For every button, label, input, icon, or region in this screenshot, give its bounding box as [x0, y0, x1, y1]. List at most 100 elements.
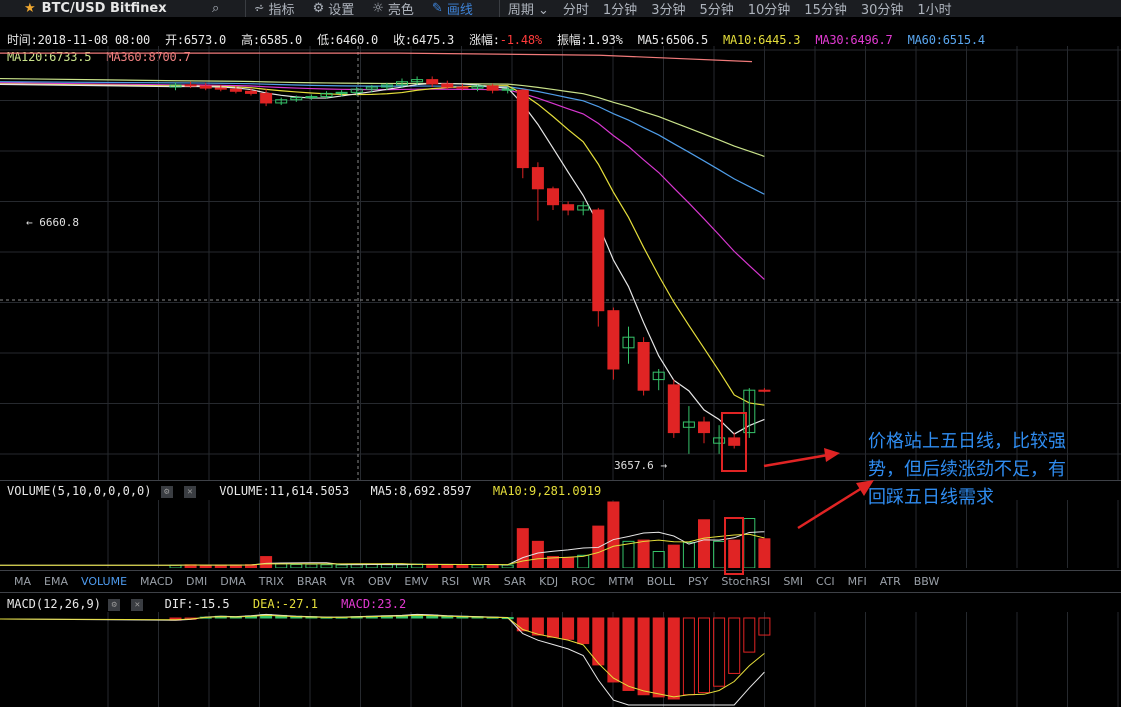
macd-histogram-bar [531, 617, 544, 636]
candle-body [320, 92, 333, 98]
macd-histogram-bar [682, 617, 695, 696]
candle-body [426, 79, 439, 85]
tab-ma[interactable]: MA [14, 575, 32, 588]
pane-divider[interactable] [0, 592, 1121, 593]
pane-divider[interactable] [0, 570, 1121, 571]
volume-bar [396, 564, 408, 568]
settings-button[interactable]: ⚙ 设置 [313, 0, 355, 17]
macd-histogram-bar [622, 617, 635, 691]
volume-chart[interactable] [0, 500, 1121, 568]
macd-histogram-bar [652, 617, 665, 698]
settings-label: 设置 [328, 3, 355, 17]
high-price-label: ← 6660.8 [26, 216, 79, 229]
tab-emv[interactable]: EMV [404, 575, 429, 588]
indicator-tabs: MA EMA VOLUME MACD DMI DMA TRIX BRAR VR OBV EMV RSI… [0, 572, 1121, 591]
candle-body [577, 205, 590, 211]
candle-body [652, 371, 665, 381]
tab-mfi[interactable]: MFI [847, 575, 867, 588]
volume-bar [698, 519, 710, 568]
volume-bar [471, 564, 484, 568]
candle-body [441, 83, 454, 88]
period-option[interactable]: 5分钟 [699, 3, 734, 17]
tab-stochrsi[interactable]: StochRSI [721, 575, 771, 588]
tab-boll[interactable]: BOLL [646, 575, 676, 588]
volume-bar [320, 564, 333, 568]
macd-title: MACD(12,26,9) [7, 597, 101, 611]
settings-icon[interactable]: ⚙ [108, 598, 121, 611]
candle-body [637, 342, 650, 391]
macd-chart[interactable] [0, 612, 1121, 707]
candle-body [547, 188, 559, 206]
macd-histogram-bar [728, 617, 741, 674]
candle-body [199, 85, 212, 89]
volume-bar [547, 556, 559, 568]
tab-mtm[interactable]: MTM [608, 575, 634, 588]
tab-trix[interactable]: TRIX [258, 575, 284, 588]
candle-body [411, 79, 424, 83]
period-option[interactable]: 30分钟 [860, 3, 904, 17]
period-option[interactable]: 1分钟 [602, 3, 638, 17]
period-option[interactable]: 1小时 [917, 3, 952, 17]
period-dropdown[interactable]: 周期 ⌄ [508, 0, 549, 17]
tab-smi[interactable]: SMI [783, 575, 804, 588]
draw-line-button[interactable]: ✎ 画线 [432, 0, 473, 17]
macd-histogram-bar [637, 617, 650, 696]
candle-body [275, 99, 288, 104]
volume-bar [275, 563, 288, 568]
close-icon[interactable]: ✕ [131, 598, 144, 611]
tab-rsi[interactable]: RSI [441, 575, 460, 588]
tab-obv[interactable]: OBV [368, 575, 392, 588]
tab-psy[interactable]: PSY [688, 575, 709, 588]
tab-macd[interactable]: MACD [140, 575, 174, 588]
star-icon[interactable]: ★ [24, 1, 36, 16]
annotation-text[interactable]: 价格站上五日线，比较强势，但后续涨劲不足，有回踩五日线需求 [868, 431, 1066, 508]
candle-body [486, 85, 499, 91]
indicator-button[interactable]: ⩫ 指标 [254, 0, 295, 17]
settings-icon[interactable]: ⚙ [160, 485, 173, 498]
tab-kdj[interactable]: KDJ [539, 575, 559, 588]
pane-divider[interactable] [0, 480, 1121, 481]
ohlc-info: 时间:2018-11-08 08:00 开:6573.0 高:6585.0 低:… [7, 31, 993, 48]
change-value: -1.48% [499, 33, 542, 47]
amplitude-value: 振幅:1.93% [556, 33, 623, 47]
macd-dea-line [0, 614, 765, 698]
candle-body [214, 87, 227, 90]
tab-cci[interactable]: CCI [816, 575, 835, 588]
tab-wr[interactable]: WR [472, 575, 491, 588]
tab-dma[interactable]: DMA [220, 575, 246, 588]
gear-icon: ⚙ [312, 1, 325, 16]
volume-bar [607, 501, 620, 568]
close-icon[interactable]: ✕ [183, 485, 196, 498]
macd-histogram-bar [698, 617, 710, 694]
tab-volume[interactable]: VOLUME [80, 575, 128, 588]
volume-bar [486, 564, 499, 568]
theme-button[interactable]: ☼ 亮色 [372, 0, 414, 17]
time-value: 时间:2018-11-08 08:00 [7, 33, 151, 47]
tab-ema[interactable]: EMA [44, 575, 68, 588]
candle-body [592, 209, 605, 312]
volume-bar [743, 518, 756, 568]
tab-dmi[interactable]: DMI [186, 575, 208, 588]
toolbar-divider [244, 0, 246, 17]
tab-bbw[interactable]: BBW [913, 575, 940, 588]
macd-histogram-bar [592, 617, 605, 666]
indicator-label: 指标 [268, 3, 295, 17]
volume-bar [335, 564, 348, 568]
search-icon[interactable]: ⌕ [212, 1, 220, 16]
price-chart[interactable] [0, 46, 1121, 480]
tab-sar[interactable]: SAR [503, 575, 527, 588]
volume-bar [290, 563, 303, 568]
period-option[interactable]: 3分钟 [651, 3, 686, 17]
high-value: 高:6585.0 [241, 33, 303, 47]
macd-histogram-bar [516, 617, 529, 632]
period-option[interactable]: 分时 [562, 3, 589, 17]
indicator-icon: ⩫ [253, 1, 265, 16]
tab-atr[interactable]: ATR [879, 575, 901, 588]
volume-bar [728, 539, 741, 568]
period-option[interactable]: 10分钟 [747, 3, 791, 17]
period-option[interactable]: 15分钟 [804, 3, 847, 17]
tab-vr[interactable]: VR [339, 575, 355, 588]
tab-brar[interactable]: BRAR [296, 575, 327, 588]
symbol-title: BTC/USD Bitfinex [41, 1, 167, 16]
tab-roc[interactable]: ROC [571, 575, 596, 588]
